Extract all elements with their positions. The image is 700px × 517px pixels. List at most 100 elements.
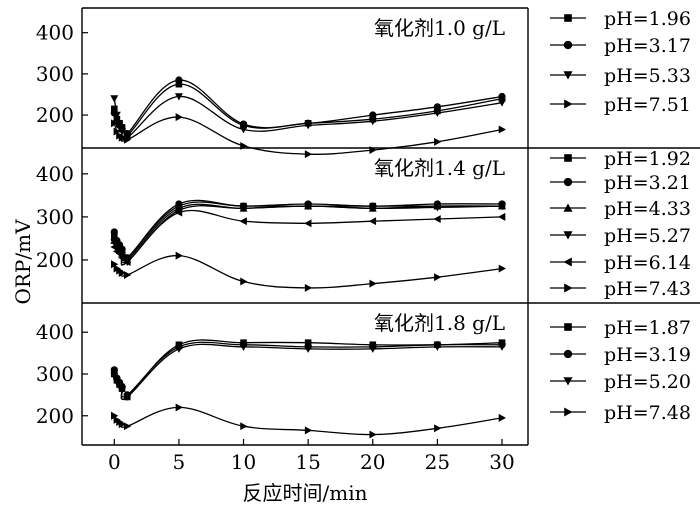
x-tick-label: 15 [295,450,320,474]
data-point [239,126,248,134]
data-point [175,76,183,84]
data-point [498,202,506,211]
series-line [113,254,503,289]
data-point [111,105,118,113]
legend-label: pH=7.48 [604,402,691,424]
x-tick-label: 5 [173,450,186,474]
legend-label: pH=5.27 [604,225,691,247]
legend-label: pH=6.14 [604,252,691,274]
legend-label: pH=3.17 [604,35,691,57]
data-point [368,204,377,213]
data-point [368,217,377,226]
series-line [113,83,503,139]
data-point [434,137,442,146]
data-point [240,277,248,286]
series-3-4 [111,403,506,439]
data-point [239,204,248,213]
panel-title: 氧化剂1.4 g/L [374,156,505,180]
data-point [123,393,132,401]
y-tick-label: 200 [36,103,74,127]
legend-label: pH=1.96 [604,8,691,30]
data-point [304,202,313,211]
data-point [174,208,183,217]
data-point [174,93,183,101]
data-point [240,422,248,431]
data-point [175,403,183,412]
y-tick-label: 400 [36,162,74,186]
data-point [112,379,121,387]
data-point [110,239,119,247]
y-tick-label: 400 [36,320,74,344]
y-tick-label: 300 [36,62,74,86]
legend-label: pH=1.87 [604,317,691,339]
data-point [239,343,248,351]
data-point [110,372,119,381]
data-point [175,80,183,88]
legend-marker [564,407,573,417]
legend-label: pH=3.19 [604,344,691,366]
data-point [304,122,313,130]
data-point [113,127,121,136]
data-point [498,92,506,101]
data-point [369,111,377,119]
legend-label: pH=5.33 [604,65,691,87]
data-point [111,119,119,128]
data-point [175,113,183,122]
legend-label: pH=5.20 [604,371,691,393]
legend-marker [564,283,573,293]
data-point [111,260,119,269]
x-tick-label: 20 [360,450,385,474]
x-tick-label: 0 [108,450,121,474]
legend-marker [563,71,573,80]
x-axis-title: 反应时间/min [243,481,368,505]
data-point [369,279,377,288]
series-1-4 [111,113,506,159]
legend-marker [563,203,573,212]
legend-label: pH=7.43 [604,278,691,300]
series-line [113,201,502,262]
y-tick-label: 300 [36,205,74,229]
data-point [498,413,506,422]
legend-marker [563,40,573,50]
x-tick-label: 10 [231,450,256,474]
data-point [368,117,377,126]
data-point [118,386,127,394]
legend-marker [563,377,573,386]
legend-marker [564,154,572,162]
series-2-1 [111,201,506,262]
data-point [118,253,126,262]
series-line [113,203,503,264]
y-tick-label: 400 [36,21,74,45]
data-point [123,422,132,431]
data-point [110,366,118,374]
x-tick-label: 25 [425,450,450,474]
series-3-3 [110,343,506,401]
panel-title: 氧化剂1.0 g/L [374,16,505,40]
data-point [498,264,506,273]
data-point [304,426,313,435]
series-2-5 [110,208,506,267]
series-line [113,209,503,266]
data-point [498,99,506,107]
series-line [113,95,503,141]
data-point [111,411,119,420]
data-point [434,424,442,433]
data-point [369,430,377,439]
data-point [115,249,123,258]
data-point [175,200,183,208]
legend-marker [563,257,572,267]
data-point [498,343,506,351]
y-tick-label: 200 [36,248,74,272]
legend-label: pH=7.51 [604,94,691,116]
data-point [110,228,118,236]
panel-title: 氧化剂1.8 g/L [374,311,505,335]
legend-marker [564,99,573,109]
data-point [239,217,247,226]
data-point [304,345,313,353]
data-point [123,258,131,267]
data-point [111,232,118,240]
legend-marker [563,231,573,240]
